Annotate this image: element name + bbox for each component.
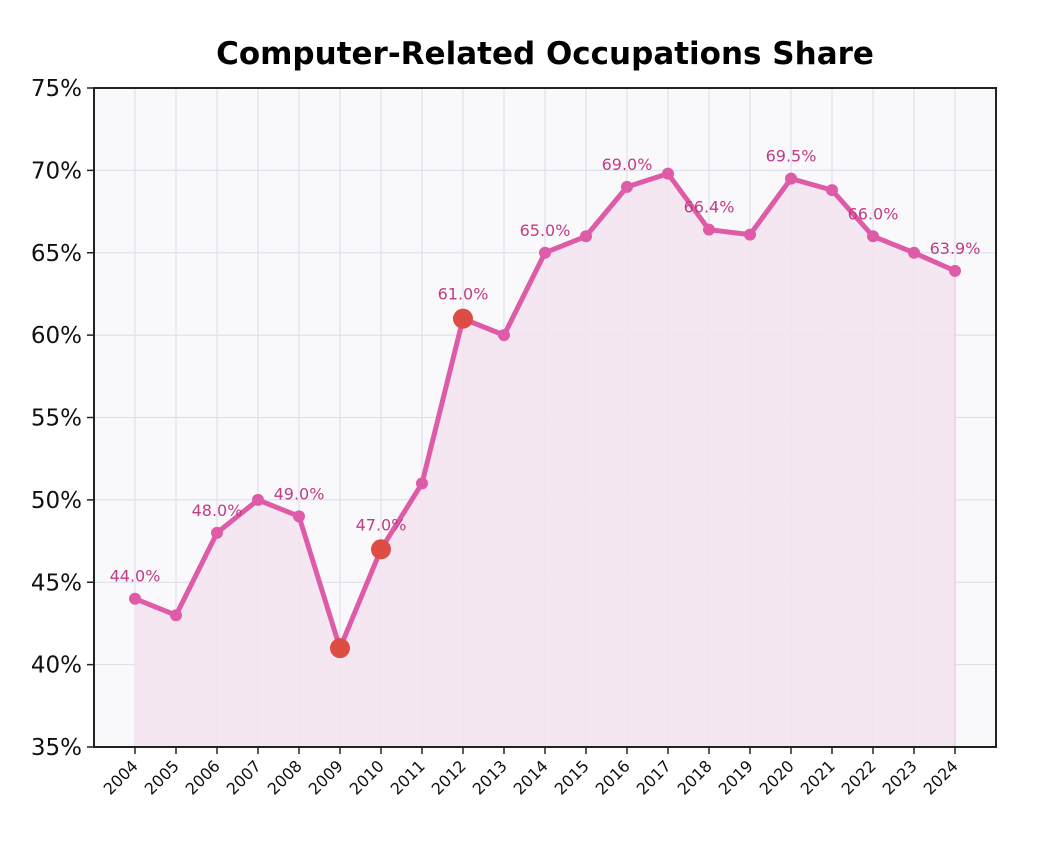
- x-tick-label: 2014: [510, 756, 552, 798]
- x-tick-label: 2017: [633, 756, 675, 798]
- data-point: [662, 167, 674, 180]
- x-tick-label: 2008: [264, 756, 306, 798]
- data-point: [293, 510, 305, 523]
- x-tick-label: 2021: [797, 756, 839, 798]
- x-tick-label: 2019: [715, 756, 757, 798]
- data-point: [621, 180, 633, 193]
- data-point: [416, 477, 428, 490]
- x-tick-label: 2024: [920, 756, 962, 798]
- data-point: [744, 228, 756, 241]
- x-tick-label: 2016: [592, 756, 634, 798]
- y-tick-label: 35%: [31, 735, 82, 761]
- x-tick-label: 2010: [346, 756, 388, 798]
- data-point: [211, 526, 223, 539]
- x-tick-label: 2013: [469, 756, 511, 798]
- x-tick-label: 2015: [551, 756, 593, 798]
- area-fill: [135, 173, 955, 748]
- y-tick-label: 45%: [31, 570, 82, 596]
- point-layer: [129, 167, 961, 659]
- highlighted-point: [371, 539, 391, 560]
- y-tick-label: 50%: [31, 488, 82, 514]
- x-tick-label: 2006: [182, 756, 224, 798]
- x-tick-label: 2018: [674, 756, 716, 798]
- x-tick-label: 2005: [141, 756, 183, 798]
- chart-title: Computer-Related Occupations Share: [216, 36, 874, 72]
- y-tick-label: 40%: [31, 653, 82, 679]
- data-point: [539, 246, 551, 259]
- data-label-layer: 44.0% 48.0% 49.0% 47.0% 61.0% 65.0% 69.0% 66.4%…: [110, 147, 981, 586]
- x-tick-label: 2022: [838, 756, 880, 798]
- data-point: [252, 493, 264, 506]
- x-tick-label: 2023: [879, 756, 921, 798]
- data-point: [498, 329, 510, 342]
- x-tick-label: 2004: [100, 756, 142, 798]
- data-label: 66.4%: [684, 198, 735, 217]
- y-axis: 35% 40% 45% 50% 55% 60% 65% 70% 75%: [31, 76, 94, 761]
- data-label: 66.0%: [848, 204, 899, 223]
- data-point: [580, 230, 592, 243]
- y-tick-label: 75%: [31, 76, 82, 102]
- data-label: 49.0%: [274, 484, 325, 503]
- data-point: [703, 223, 715, 236]
- data-label: 65.0%: [520, 221, 571, 240]
- data-label: 47.0%: [356, 515, 407, 534]
- data-point: [867, 230, 879, 243]
- data-label: 61.0%: [438, 285, 489, 304]
- x-tick-label: 2012: [428, 756, 470, 798]
- data-point: [129, 592, 141, 605]
- data-label: 63.9%: [930, 239, 981, 258]
- highlighted-point: [453, 308, 473, 329]
- data-point: [908, 246, 920, 259]
- x-tick-label: 2011: [387, 756, 429, 798]
- highlighted-point: [330, 638, 350, 659]
- data-point: [170, 609, 182, 622]
- x-tick-label: 2007: [223, 756, 265, 798]
- data-point: [785, 172, 797, 185]
- data-label: 69.0%: [602, 155, 653, 174]
- data-point: [826, 184, 838, 197]
- x-axis: 2004200520062007200820092010201120122013…: [100, 747, 962, 799]
- data-point: [949, 264, 961, 277]
- data-label: 69.5%: [766, 147, 817, 166]
- x-tick-label: 2009: [305, 756, 347, 798]
- y-tick-label: 55%: [31, 406, 82, 432]
- y-tick-label: 60%: [31, 323, 82, 349]
- x-tick-label: 2020: [756, 756, 798, 798]
- data-label: 44.0%: [110, 567, 161, 586]
- area-layer: [134, 173, 956, 748]
- data-label: 48.0%: [192, 501, 243, 520]
- y-tick-label: 65%: [31, 241, 82, 267]
- y-tick-label: 70%: [31, 158, 82, 184]
